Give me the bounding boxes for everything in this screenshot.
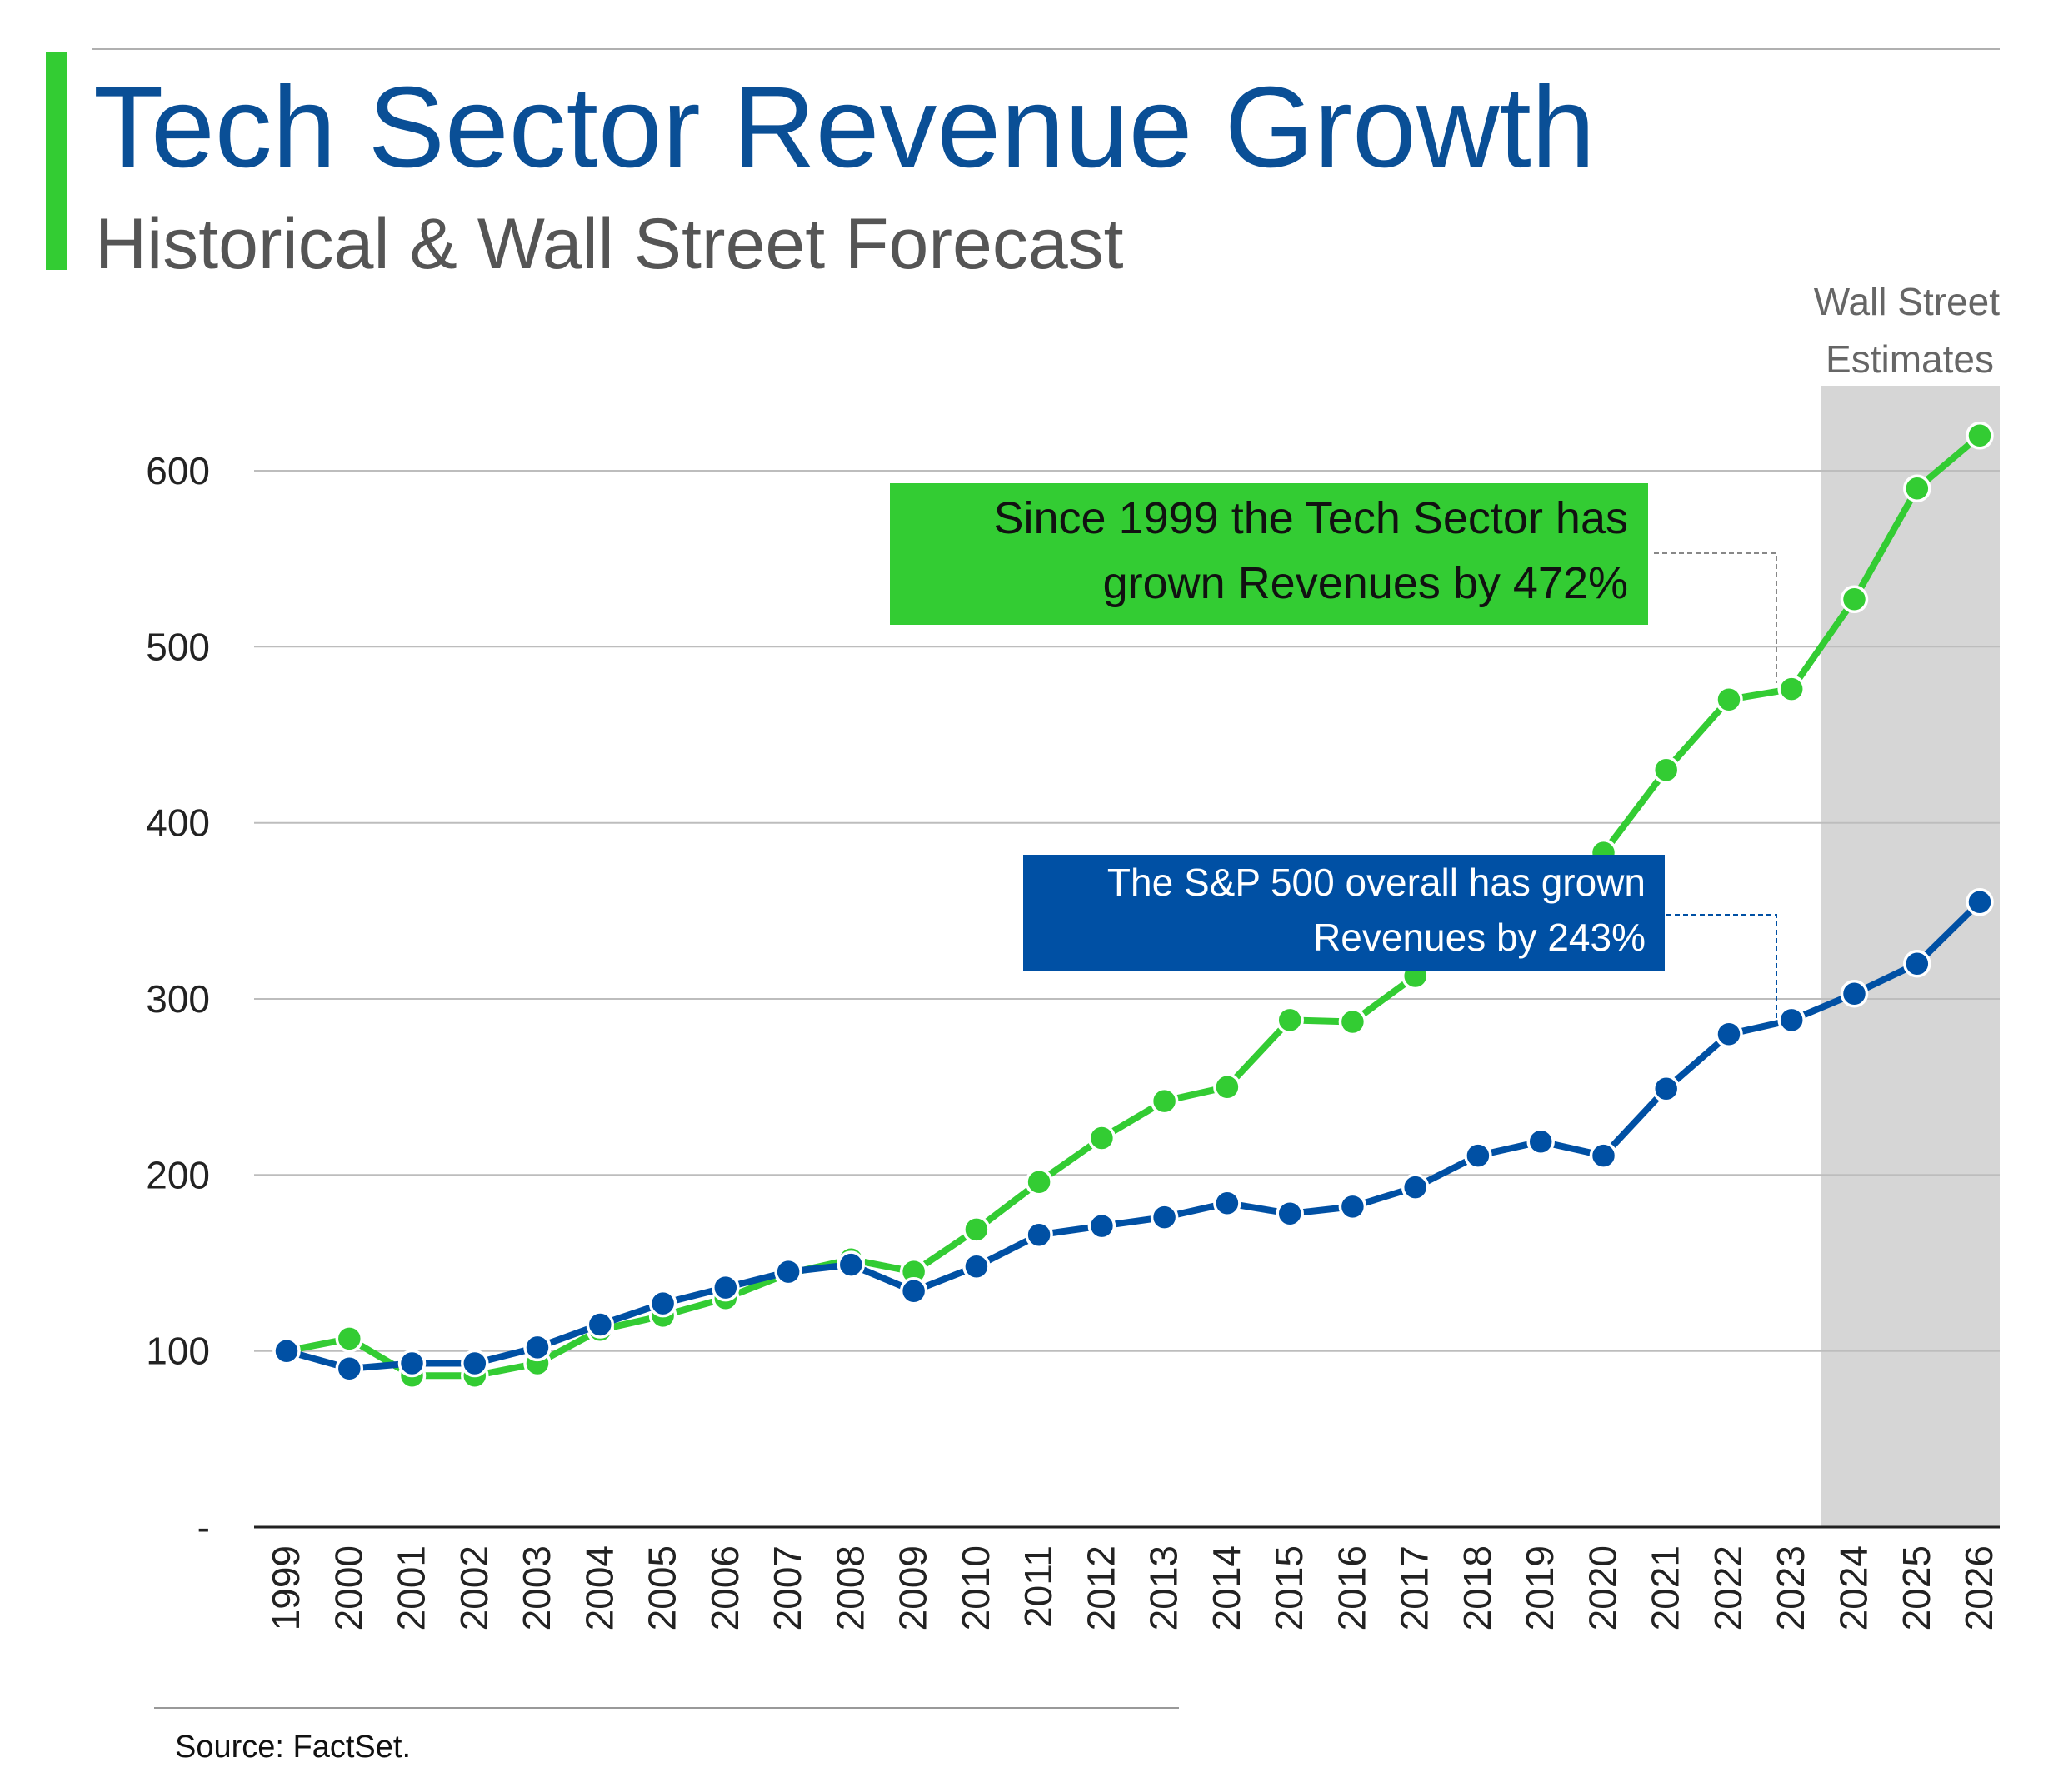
forecast-label-line2: Estimates <box>1826 337 1994 381</box>
sp500-point <box>1401 1173 1430 1201</box>
x-tick-label: 2000 <box>327 1545 370 1630</box>
tech-annotation-box <box>890 483 1648 625</box>
x-tick-label: 2020 <box>1581 1545 1625 1630</box>
tech-point <box>1777 675 1806 703</box>
x-tick-label: 1999 <box>264 1545 307 1630</box>
x-tick-label: 2006 <box>703 1545 747 1630</box>
sp500-point <box>1526 1127 1555 1156</box>
x-tick-label: 2015 <box>1267 1545 1311 1630</box>
sp500-point <box>1651 1075 1681 1103</box>
sp500-point <box>1338 1192 1367 1221</box>
x-tick-label: 2017 <box>1393 1545 1436 1630</box>
tech-annotation-line2: grown Revenues by 472% <box>1103 558 1628 608</box>
sp500-point <box>648 1289 677 1318</box>
sp500-point <box>962 1252 991 1280</box>
x-tick-label: 2010 <box>954 1545 997 1630</box>
y-axis-ticks: - 100 200 300 400 500 600 <box>146 449 210 1549</box>
sp-annotation-box <box>1023 855 1665 971</box>
sp500-point <box>586 1310 615 1339</box>
y-tick-label: 500 <box>146 625 210 668</box>
y-tick-label: - <box>197 1505 210 1549</box>
y-tick-label: 200 <box>146 1153 210 1196</box>
sp500-point <box>1966 888 1994 916</box>
sp500-point <box>1903 949 1931 978</box>
x-tick-label: 2023 <box>1769 1545 1812 1630</box>
tech-point <box>1903 474 1931 502</box>
tech-point <box>962 1215 991 1244</box>
x-tick-label: 2001 <box>390 1545 433 1630</box>
x-tick-label: 2014 <box>1205 1545 1248 1630</box>
sp500-point <box>774 1257 802 1286</box>
sp500-point <box>1087 1211 1116 1240</box>
x-tick-label: 2009 <box>892 1545 935 1630</box>
x-tick-label: 2024 <box>1832 1545 1876 1630</box>
x-tick-label: 2005 <box>641 1545 684 1630</box>
sp500-point <box>1276 1200 1304 1228</box>
series-layer <box>272 422 1994 1390</box>
sp500-point <box>899 1277 928 1305</box>
tech-point <box>1715 685 1743 714</box>
tech-point <box>1150 1086 1179 1116</box>
sp500-point <box>523 1333 552 1362</box>
sp500-point <box>712 1273 740 1302</box>
x-tick-label: 2008 <box>828 1545 872 1630</box>
x-tick-label: 2004 <box>577 1545 621 1630</box>
x-tick-label: 2022 <box>1706 1545 1750 1630</box>
sp500-point <box>335 1355 364 1383</box>
tech-point <box>1213 1072 1241 1101</box>
tech-point <box>1338 1007 1367 1036</box>
sp500-point <box>272 1336 301 1365</box>
sp500-point <box>1715 1020 1743 1049</box>
sp-annotation-line1: The S&P 500 overall has grown <box>1107 861 1646 904</box>
accent-bar <box>46 52 67 270</box>
sp500-point <box>1213 1189 1241 1217</box>
x-tick-label: 2026 <box>1957 1545 2001 1630</box>
tech-annotation-line1: Since 1999 the Tech Sector has <box>993 493 1628 543</box>
tech-line <box>286 973 1418 1380</box>
y-tick-label: 400 <box>146 801 210 845</box>
page-title: Tech Sector Revenue Growth <box>93 63 1596 192</box>
x-tick-label: 2013 <box>1142 1545 1186 1630</box>
x-tick-label: 2021 <box>1644 1545 1687 1630</box>
sp500-point <box>837 1250 866 1279</box>
tech-point <box>1966 422 1994 450</box>
source-note: Source: FactSet. <box>175 1730 411 1765</box>
y-tick-label: 300 <box>146 977 210 1021</box>
x-tick-label: 2018 <box>1456 1545 1499 1630</box>
x-tick-label: 2003 <box>515 1545 558 1630</box>
sp500-point <box>1025 1220 1053 1249</box>
x-tick-label: 2016 <box>1330 1545 1373 1630</box>
y-tick-label: 100 <box>146 1330 210 1373</box>
sp500-point <box>1150 1203 1179 1231</box>
x-tick-label: 2012 <box>1079 1545 1122 1630</box>
sp-annotation-line2: Revenues by 243% <box>1313 916 1646 959</box>
sp500-point <box>1589 1141 1618 1170</box>
x-tick-label: 2025 <box>1895 1545 1938 1630</box>
tech-point <box>1276 1006 1304 1035</box>
sp-annotation-connector <box>1666 914 1777 1018</box>
x-tick-label: 2002 <box>452 1545 496 1630</box>
page-subtitle: Historical & Wall Street Forecast <box>95 204 1124 284</box>
sp500-point <box>1840 979 1869 1008</box>
x-axis-ticks: 1999 2000 2001 2002 2003 2004 2005 2006 2007 2008… <box>264 1545 2001 1630</box>
sp500-point <box>397 1349 427 1378</box>
sp500-point <box>1777 1006 1806 1035</box>
tech-point <box>335 1325 364 1353</box>
tech-annotation-connector <box>1654 552 1777 683</box>
tech-point <box>1651 756 1681 785</box>
tech-point <box>1025 1168 1053 1196</box>
sp500-point <box>1464 1141 1492 1170</box>
x-tick-label: 2019 <box>1518 1545 1561 1630</box>
forecast-label-line1: Wall Street <box>1814 280 2000 323</box>
x-tick-label: 2007 <box>766 1545 809 1630</box>
x-tick-label: 2011 <box>1017 1545 1060 1628</box>
sp500-line <box>285 899 1982 1372</box>
y-tick-label: 600 <box>146 449 210 492</box>
tech-point <box>1840 585 1869 614</box>
sp500-point <box>461 1349 489 1378</box>
tech-point <box>1087 1124 1116 1152</box>
